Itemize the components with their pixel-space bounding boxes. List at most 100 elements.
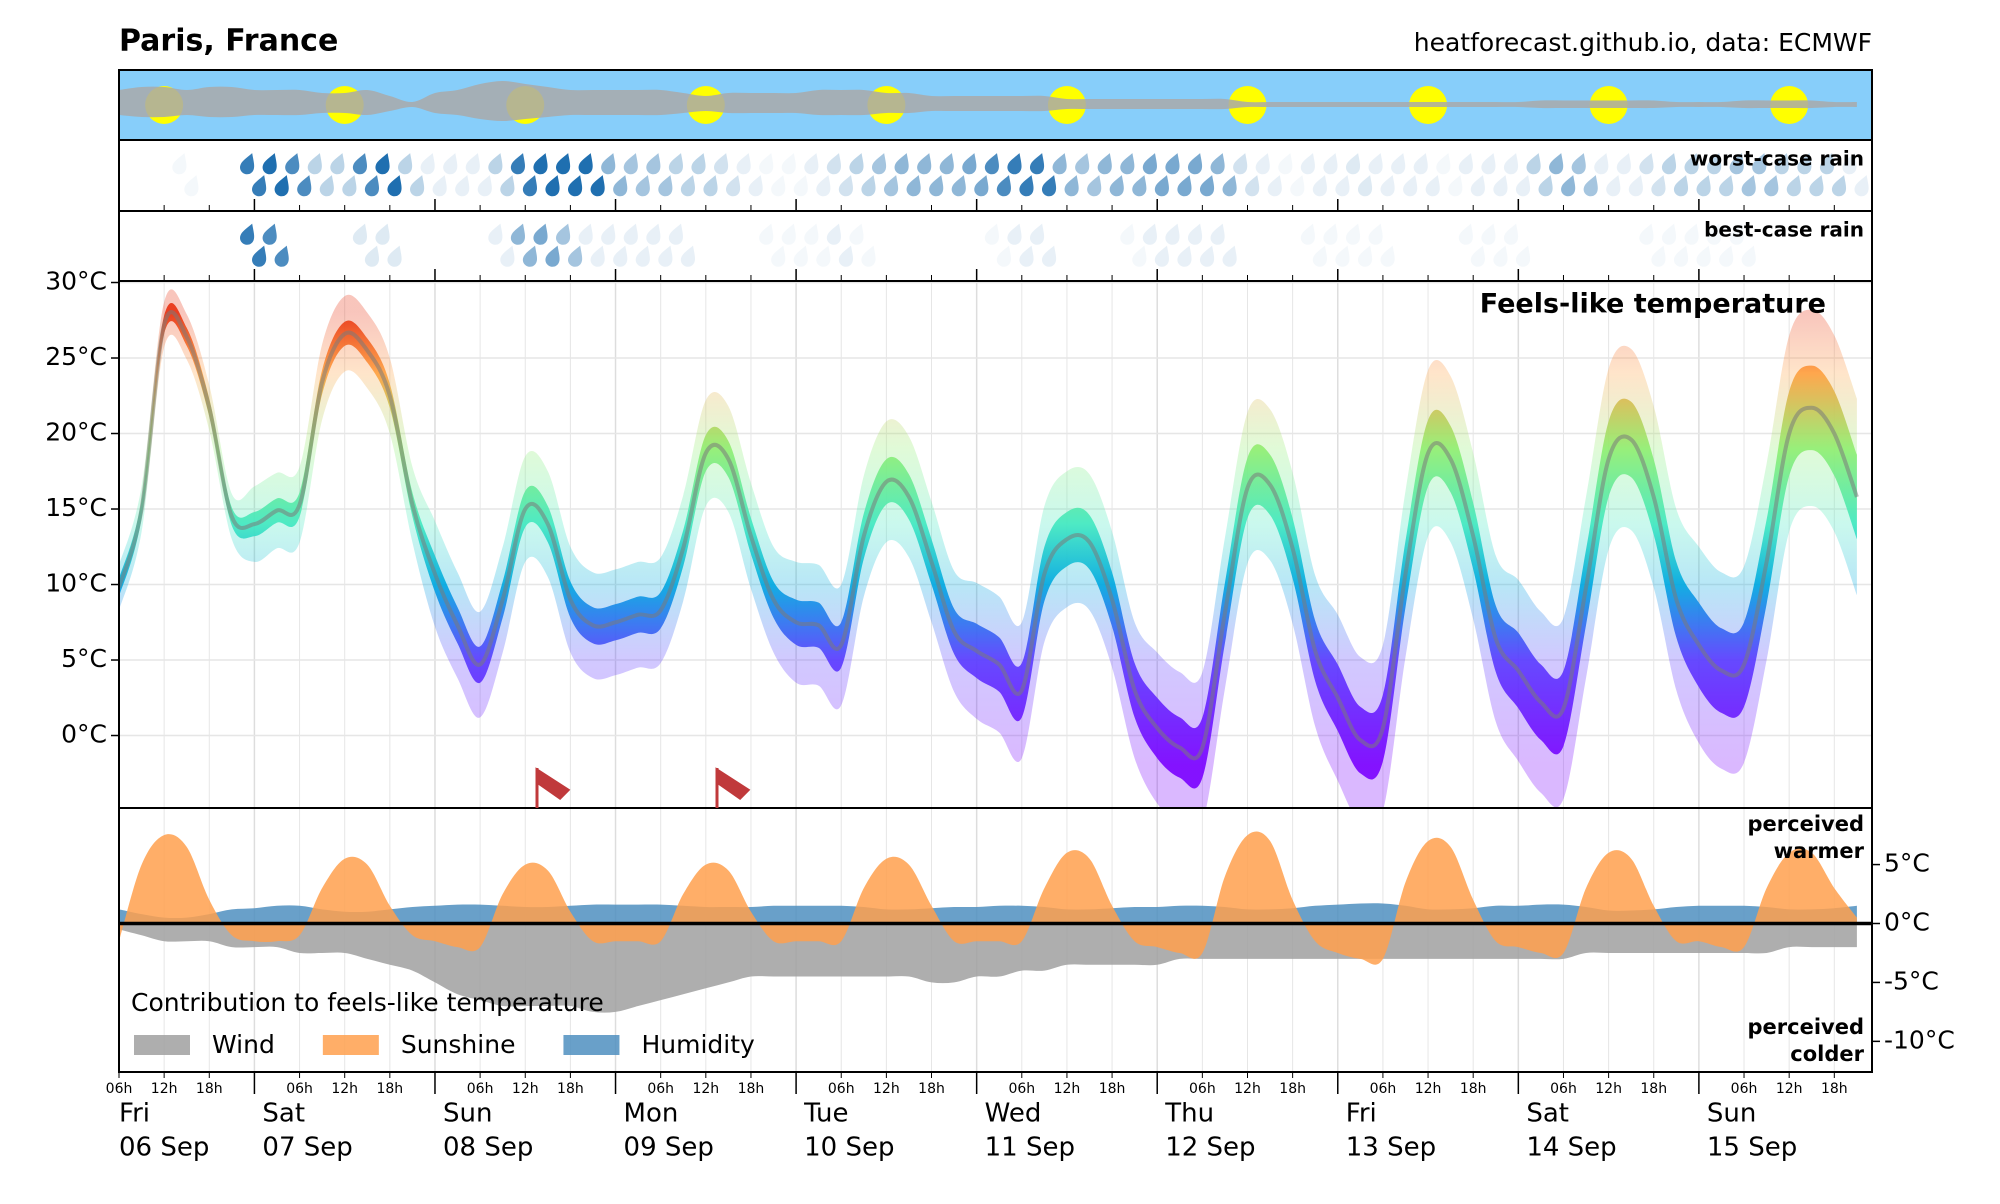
rain-drop [533, 153, 548, 175]
rain-drop [1403, 175, 1418, 197]
rain-drop [658, 175, 673, 197]
rain-drop [590, 175, 605, 197]
rain-drop [283, 221, 304, 246]
y-tick-label: 15°C [45, 493, 107, 522]
rain-drops [488, 153, 515, 197]
rain-drop [748, 175, 763, 197]
rain-drops [1300, 223, 1327, 267]
rain-drop [1627, 243, 1648, 268]
rain-drop [1458, 153, 1473, 175]
rain-drops [1797, 153, 1824, 197]
rain-drop [1300, 223, 1315, 245]
rain-drop [1470, 175, 1485, 197]
contribution-area [119, 831, 1857, 965]
rain-drop [1063, 243, 1084, 268]
rain-drops [1661, 153, 1689, 197]
rain-drop [725, 175, 741, 197]
rain-drops [1661, 223, 1689, 267]
upper-label: perceived [1748, 812, 1864, 836]
median-line [119, 310, 1859, 761]
rain-drops [1684, 223, 1711, 267]
rain-drops [736, 153, 763, 197]
rain-drop [735, 221, 756, 246]
rain-drop [115, 243, 136, 268]
x-tick-label: 06h [1370, 1081, 1397, 1097]
x-tick-label: 18h [1279, 1081, 1306, 1097]
rain-drops [1142, 153, 1169, 197]
day-label: Sun [1707, 1099, 1756, 1129]
rain-drop [917, 153, 932, 175]
rain-drops [1210, 153, 1237, 197]
rain-drop [849, 223, 864, 245]
rain-drop [1481, 153, 1496, 175]
rain-drop [929, 175, 944, 197]
y-tick-label: 10°C [45, 569, 107, 598]
rain-drops [307, 153, 334, 197]
x-tick-label: 12h [1595, 1081, 1622, 1097]
rain-drop [137, 173, 158, 198]
rain-drop [1142, 153, 1157, 175]
rain-drop [567, 245, 583, 267]
rain-drops [1503, 223, 1531, 267]
rain-drop [1538, 175, 1553, 197]
rain-drops [285, 153, 312, 197]
rain-drop [1199, 175, 1215, 197]
rain-drop [870, 221, 891, 246]
panel-title: Feels-like temperature [1480, 289, 1826, 320]
rain-drop [613, 245, 628, 267]
x-tick-label: 18h [918, 1081, 945, 1097]
rain-drop [996, 245, 1011, 267]
rain-drop [905, 243, 926, 268]
rain-drops [1345, 153, 1373, 197]
rain-drop [1210, 153, 1225, 175]
rain-drop [1380, 175, 1395, 197]
rain-drop [1177, 175, 1192, 197]
rain-drop [545, 245, 560, 267]
rain-drop [1436, 153, 1451, 175]
rain-drops [1458, 153, 1485, 197]
rain-drops [781, 223, 808, 267]
rain-drop [747, 243, 768, 268]
rain-drop [1561, 175, 1576, 197]
rain-drop [1515, 175, 1531, 197]
rain-drop [849, 153, 864, 175]
day-label: 10 Sep [804, 1133, 894, 1163]
rain-drop [838, 245, 853, 267]
lower-label: perceived [1748, 1015, 1864, 1039]
rain-drop [364, 175, 380, 197]
rain-drop [115, 173, 136, 198]
x-tick-label: 06h [286, 1081, 313, 1097]
rain-drop [1570, 221, 1591, 246]
rain-drop [1300, 153, 1315, 175]
rain-drop [465, 153, 480, 175]
rain-drop [1526, 153, 1541, 175]
rain-drop [455, 175, 470, 197]
rain-drops [1233, 153, 1260, 197]
rain-drop [297, 175, 312, 197]
rain-drops [917, 153, 944, 197]
rain-drops [240, 223, 267, 267]
rain-drops [1278, 153, 1305, 197]
rain-drop [1051, 221, 1072, 246]
rain-drops [984, 223, 1011, 267]
x-tick-label: 12h [512, 1081, 539, 1097]
rain-drop [1276, 221, 1297, 246]
rain-drop [689, 221, 710, 246]
rain-drop [1254, 221, 1275, 246]
rain-drop [240, 153, 255, 175]
rain-drops [488, 223, 515, 267]
rain-drop [555, 223, 571, 245]
rain-drop [1842, 153, 1857, 175]
rain-drop [1335, 175, 1350, 197]
rain-drop [1288, 243, 1309, 268]
rain-drop [1290, 175, 1305, 197]
rain-drop [193, 221, 214, 246]
rain-drop [1154, 175, 1169, 197]
rain-drop [1503, 153, 1519, 175]
rain-drops [262, 153, 289, 197]
rain-drop [252, 245, 267, 267]
rain-drops [1165, 223, 1192, 267]
rain-drops [894, 153, 921, 197]
rain-drops [826, 223, 853, 267]
rain-drop [240, 223, 255, 245]
